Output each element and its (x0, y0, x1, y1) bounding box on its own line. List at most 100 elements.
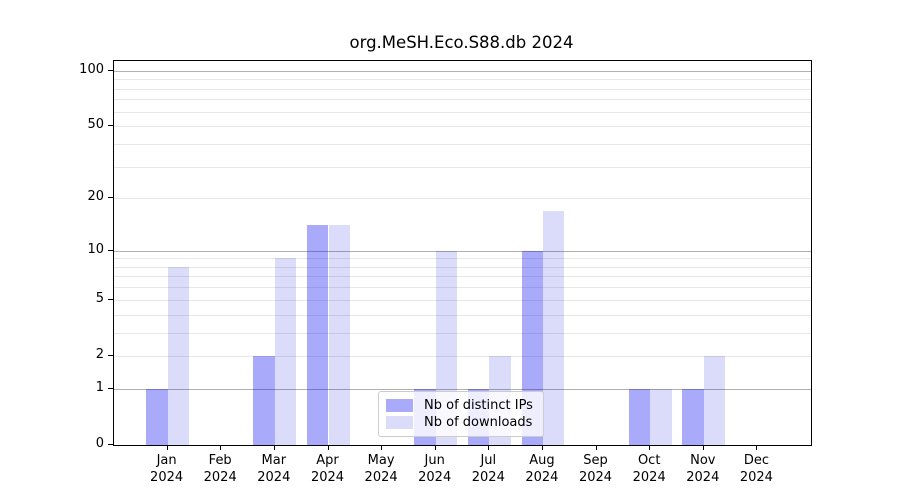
y-tick-mark (108, 354, 113, 356)
gridline-minor (114, 143, 811, 145)
legend-swatch-downloads (386, 416, 413, 429)
plot-area (113, 60, 812, 446)
x-tick-month: Jun (424, 453, 445, 468)
x-tick-month: May (367, 453, 395, 468)
chart-title: org.MeSH.Eco.S88.db 2024 (349, 33, 574, 52)
gridline-minor (114, 198, 811, 200)
x-tick-mark (595, 445, 597, 450)
x-tick-month: Mar (261, 453, 287, 468)
x-tick-month: Apr (316, 453, 339, 468)
gridline-minor (114, 299, 811, 301)
x-tick-label: Jan 2024 (136, 452, 198, 486)
legend-label: Nb of distinct IPs (424, 398, 533, 413)
x-tick-label: Feb 2024 (189, 452, 251, 486)
x-tick-month: Feb (208, 453, 232, 468)
y-tick-label: 2 (95, 346, 104, 362)
x-tick-label: Jul 2024 (457, 452, 519, 486)
bar-downloads (167, 266, 189, 445)
x-tick-year: 2024 (686, 470, 720, 485)
x-tick-month: Nov (690, 453, 716, 468)
bar-downloads (703, 355, 726, 445)
x-tick-label: Sep 2024 (565, 452, 627, 486)
x-tick-year: 2024 (418, 470, 452, 485)
y-tick-label: 100 (79, 61, 104, 77)
gridline-major (114, 388, 811, 390)
y-tick-label: 20 (87, 189, 104, 205)
gridline-minor (114, 111, 811, 113)
x-tick-label: May 2024 (350, 452, 412, 486)
x-tick-year: 2024 (364, 470, 398, 485)
x-tick-year: 2024 (203, 470, 237, 485)
bar-downloads (650, 388, 672, 445)
x-tick-mark (488, 445, 490, 450)
x-tick-month: Aug (529, 453, 555, 468)
gridline-minor (114, 287, 811, 289)
x-tick-mark (434, 445, 436, 450)
legend-item: Nb of distinct IPs (386, 397, 536, 414)
x-tick-mark (273, 445, 275, 450)
x-tick-mark (756, 445, 758, 450)
y-tick-mark (108, 197, 113, 199)
gridline-minor (114, 79, 811, 81)
bar-distinct-ips (307, 225, 329, 445)
x-tick-label: Nov 2024 (672, 452, 734, 486)
x-tick-mark (649, 445, 651, 450)
bar-downloads (542, 210, 565, 445)
y-tick-mark (108, 69, 113, 71)
y-tick-label: 50 (87, 117, 104, 133)
x-tick-mark (327, 445, 329, 450)
x-tick-label: Oct 2024 (618, 452, 680, 486)
x-tick-month: Oct (637, 453, 661, 468)
x-tick-mark (541, 445, 543, 450)
x-tick-year: 2024 (471, 470, 505, 485)
gridline-minor (114, 126, 811, 128)
legend-label: Nb of downloads (424, 415, 533, 430)
x-tick-year: 2024 (632, 470, 666, 485)
gridline-major (114, 250, 811, 252)
x-tick-mark (166, 445, 168, 450)
gridline-minor (114, 258, 811, 260)
bar-distinct-ips (628, 388, 651, 445)
gridline-minor (114, 88, 811, 90)
y-tick-label: 1 (95, 379, 104, 395)
x-tick-mark (702, 445, 704, 450)
x-tick-year: 2024 (525, 470, 559, 485)
gridline-minor (114, 332, 811, 334)
x-tick-month: Sep (583, 453, 608, 468)
y-tick-mark (108, 249, 113, 251)
x-tick-month: Jan (156, 453, 177, 468)
y-tick-label: 0 (95, 436, 104, 451)
x-tick-month: Jul (480, 453, 497, 468)
y-tick-mark (108, 387, 113, 389)
bar-distinct-ips (682, 388, 704, 445)
gridline-minor (114, 166, 811, 168)
y-tick-label: 5 (95, 290, 104, 306)
y-tick-mark (108, 298, 113, 300)
x-tick-year: 2024 (739, 470, 773, 485)
legend-swatch-distinct-ips (386, 399, 413, 412)
legend-item: Nb of downloads (386, 414, 536, 431)
x-tick-label: Apr 2024 (297, 452, 359, 486)
y-tick-mark (108, 125, 113, 127)
y-tick-mark (108, 444, 113, 445)
gridline-minor (114, 276, 811, 278)
x-tick-year: 2024 (310, 470, 345, 485)
x-tick-mark (220, 445, 222, 450)
y-tick-label: 10 (87, 241, 104, 257)
legend: Nb of distinct IPs Nb of downloads (378, 391, 544, 437)
x-tick-year: 2024 (150, 470, 184, 485)
x-tick-label: Mar 2024 (243, 452, 305, 486)
bar-distinct-ips (253, 355, 275, 445)
x-tick-label: Aug 2024 (511, 452, 573, 486)
gridline-minor (114, 314, 811, 316)
x-tick-label: Dec 2024 (725, 452, 787, 486)
x-tick-month: Dec (743, 453, 769, 468)
gridline-minor (114, 355, 811, 357)
x-tick-label: Jun 2024 (404, 452, 466, 486)
x-tick-mark (381, 445, 383, 450)
bar-distinct-ips (146, 388, 168, 445)
gridline-minor (114, 99, 811, 101)
gridline-minor (114, 266, 811, 268)
gridline-major (114, 70, 811, 72)
